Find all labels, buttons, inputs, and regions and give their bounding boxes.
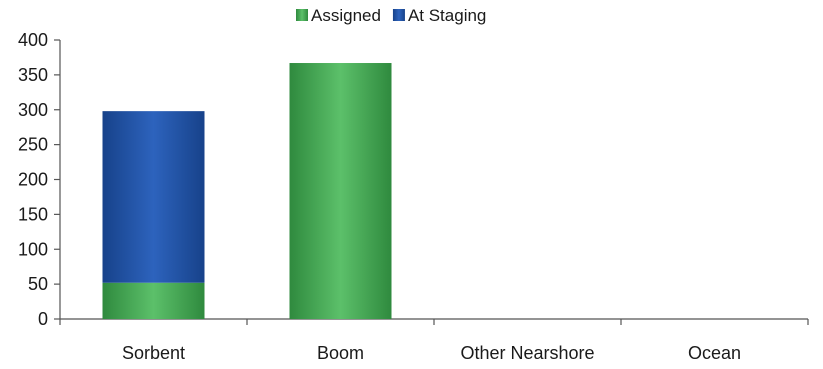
legend-swatch-at-staging — [392, 9, 405, 21]
y-tick-label: 150 — [18, 204, 48, 224]
x-category-label: Ocean — [688, 343, 741, 363]
legend-label-assigned: Assigned — [311, 6, 381, 25]
bar-at-staging-sorbent — [102, 111, 205, 283]
bars — [102, 63, 392, 319]
y-tick-label: 50 — [28, 274, 48, 294]
legend: Assigned At Staging — [296, 6, 486, 25]
legend-label-at-staging: At Staging — [408, 6, 486, 25]
x-category-label: Boom — [317, 343, 364, 363]
legend-swatch-assigned — [296, 9, 308, 21]
bar-assigned-boom — [289, 63, 392, 319]
x-category-label: Other Nearshore — [460, 343, 594, 363]
y-tick-label: 250 — [18, 135, 48, 155]
y-tick-label: 300 — [18, 100, 48, 120]
x-axis: Sorbent Boom Other Nearshore Ocean — [59, 318, 809, 363]
y-tick-label: 400 — [18, 30, 48, 50]
y-tick-label: 0 — [38, 309, 48, 329]
bar-assigned-sorbent — [102, 282, 205, 319]
x-category-label: Sorbent — [122, 343, 185, 363]
y-axis: 0 50 100 150 200 250 300 350 400 — [18, 30, 61, 329]
y-tick-label: 350 — [18, 65, 48, 85]
y-tick-label: 200 — [18, 170, 48, 190]
y-tick-label: 100 — [18, 239, 48, 259]
